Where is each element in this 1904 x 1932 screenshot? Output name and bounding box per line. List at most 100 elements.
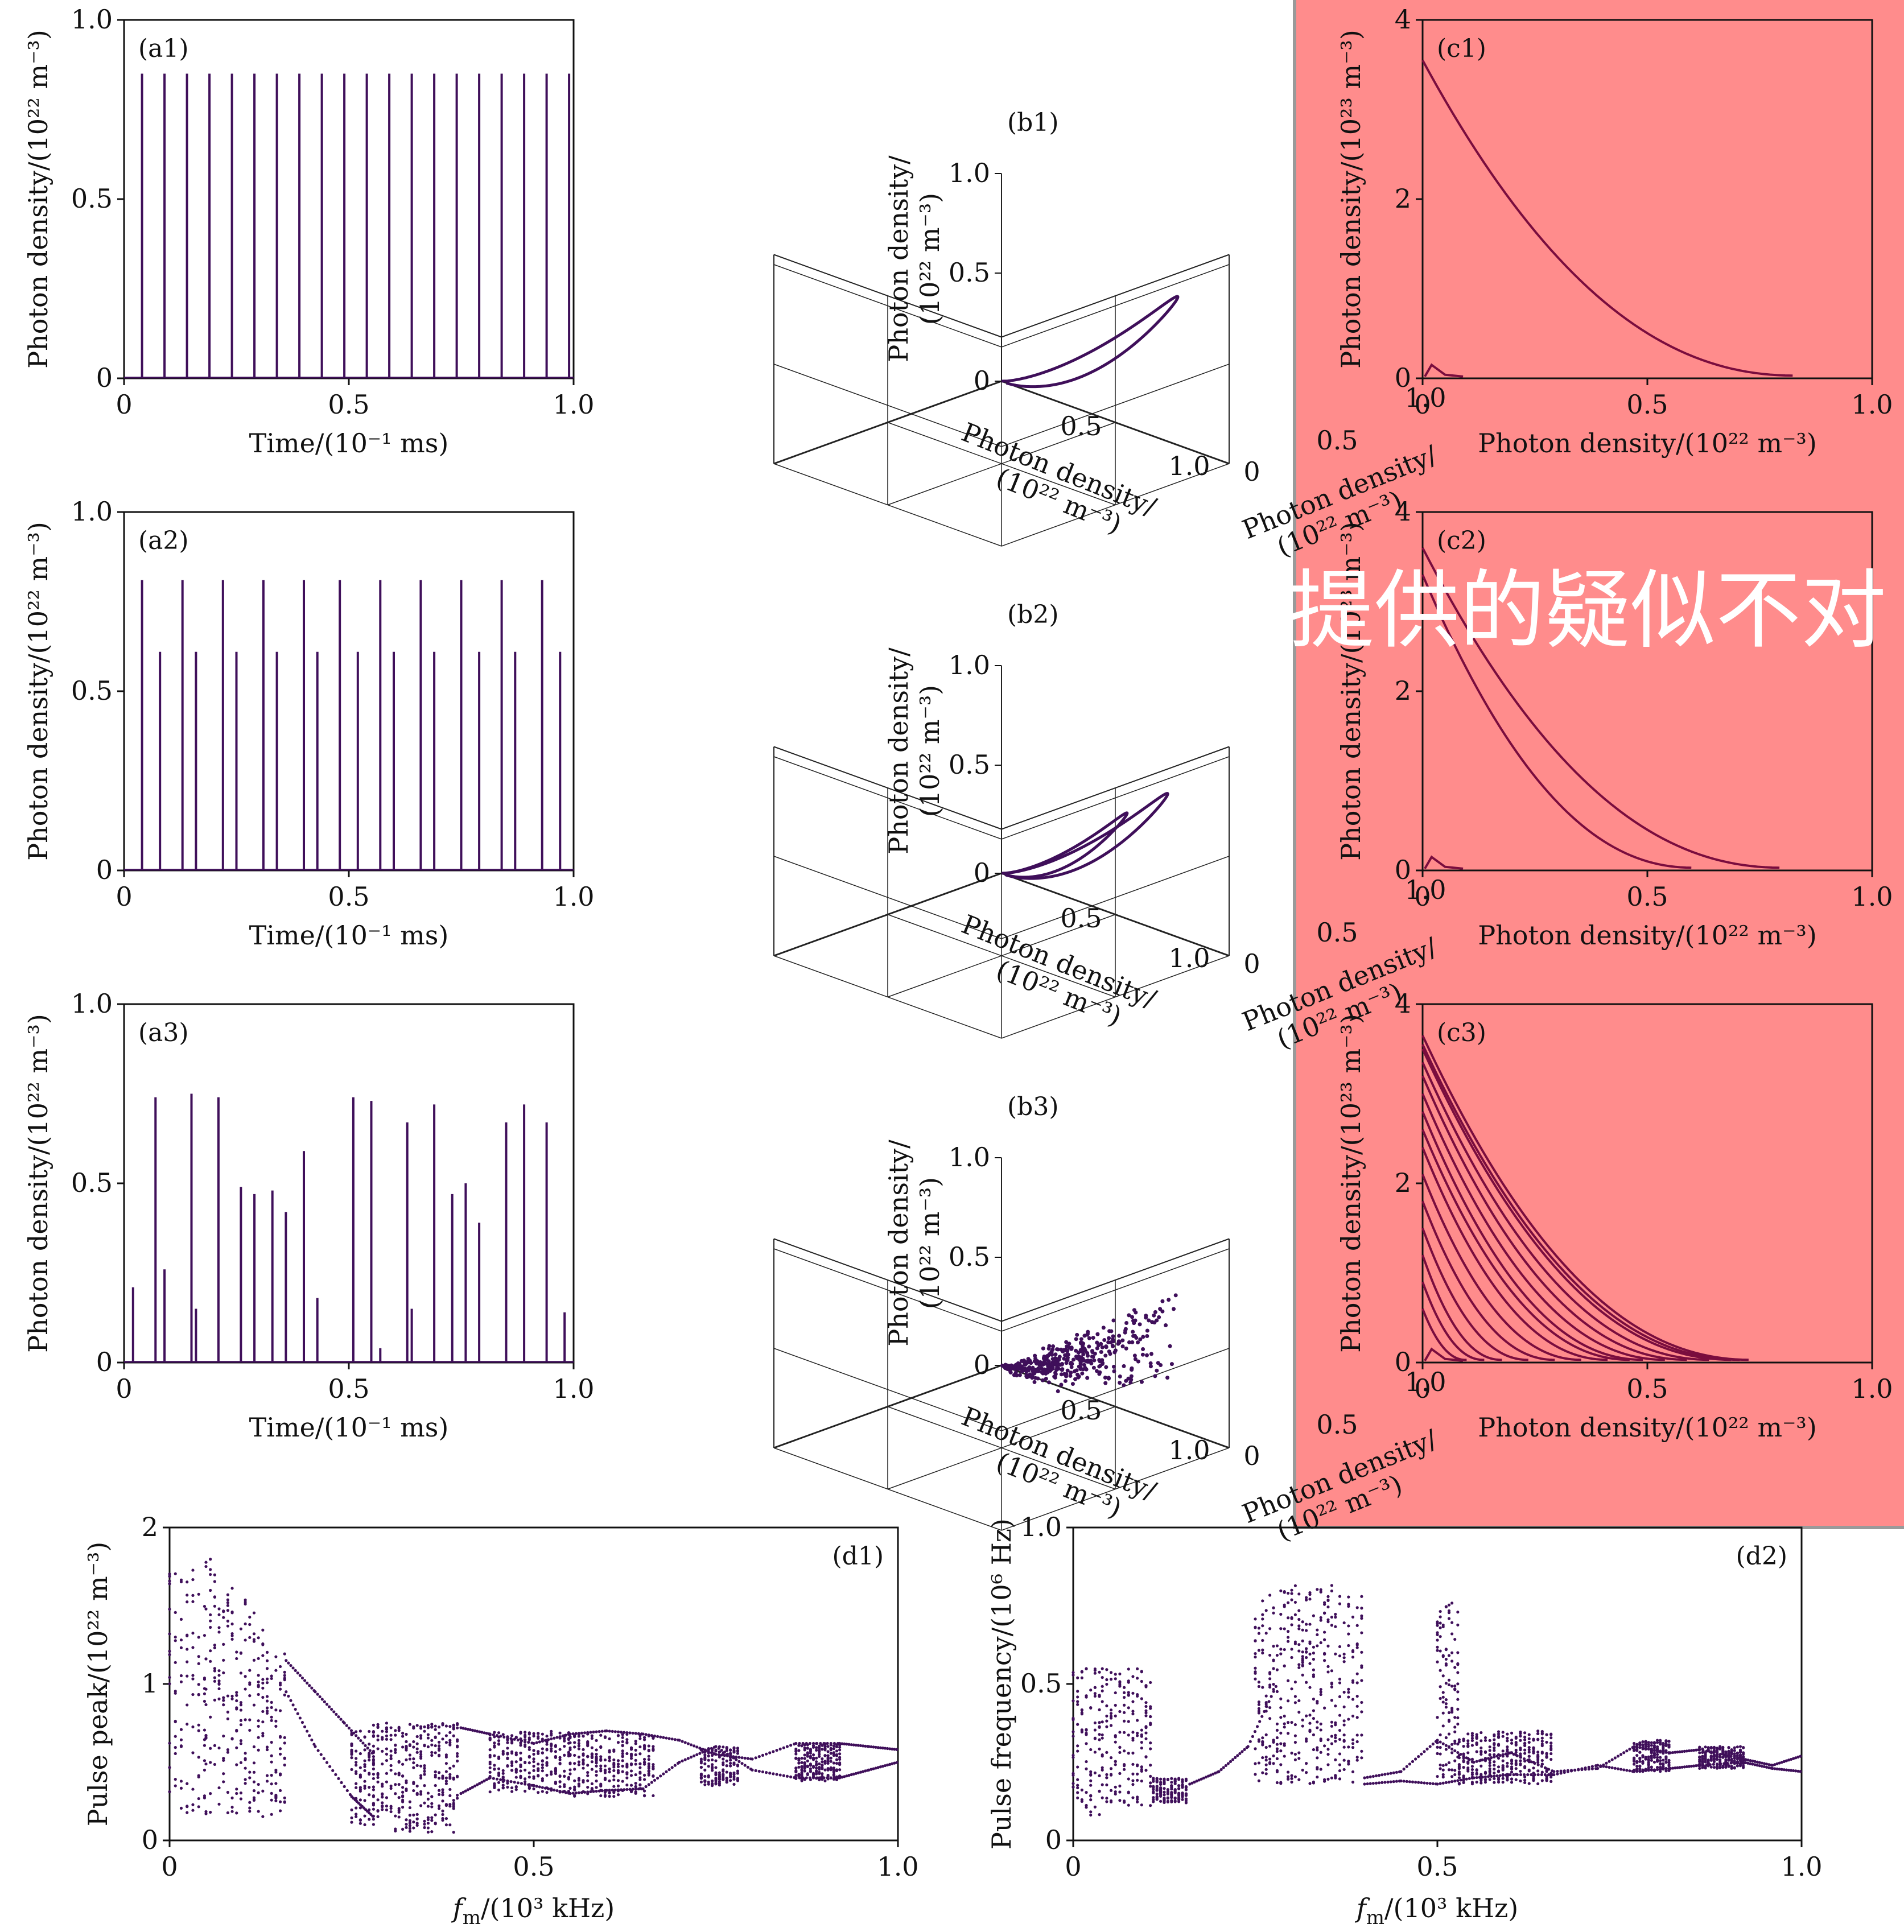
bifurcation-point — [179, 1674, 183, 1678]
bifurcation-point — [1105, 1668, 1108, 1671]
bifurcation-point — [803, 1748, 806, 1752]
bifurcation-point — [729, 1748, 732, 1752]
bifurcation-point — [438, 1771, 441, 1774]
attractor-point — [1098, 1370, 1102, 1374]
bifurcation-point — [248, 1806, 252, 1810]
bifurcation-point — [1334, 1776, 1337, 1780]
bifurcation-point — [204, 1607, 208, 1611]
bifurcation-point — [226, 1751, 229, 1754]
bifurcation-point — [554, 1781, 558, 1785]
bifurcation-point — [1275, 1749, 1279, 1753]
bifurcation-point — [1118, 1772, 1122, 1776]
bifurcation-point — [1085, 1742, 1088, 1745]
bifurcation-point — [191, 1578, 195, 1582]
bifurcation-point — [1279, 1627, 1283, 1630]
bifurcation-point — [1290, 1777, 1293, 1780]
y-tick-label: 0 — [1243, 1440, 1260, 1471]
bifurcation-point — [586, 1790, 590, 1794]
bifurcation-point — [1234, 1756, 1237, 1759]
bifurcation-point — [519, 1757, 522, 1760]
bifurcation-point — [1736, 1745, 1739, 1749]
bifurcation-point — [1408, 1780, 1411, 1784]
bifurcation-point — [1519, 1739, 1522, 1742]
bifurcation-point — [397, 1796, 401, 1799]
bifurcation-point — [252, 1770, 256, 1774]
attractor-point — [1149, 1352, 1153, 1356]
bifurcation-point — [265, 1667, 269, 1670]
y-tick-label: 2 — [1395, 183, 1411, 214]
bifurcation-point — [1085, 1728, 1088, 1731]
bifurcation-point — [248, 1718, 252, 1722]
bifurcation-point — [1268, 1757, 1272, 1761]
bifurcation-point — [1405, 1780, 1408, 1783]
bifurcation-point — [600, 1729, 604, 1733]
attractor-point — [1075, 1332, 1079, 1337]
bifurcation-point — [1530, 1773, 1533, 1777]
bifurcation-point — [1536, 1761, 1540, 1764]
bifurcation-point — [1229, 1760, 1233, 1763]
bifurcation-point — [1177, 1787, 1181, 1790]
attractor-curve — [1001, 811, 1129, 879]
bifurcation-point — [729, 1754, 732, 1758]
bifurcation-point — [372, 1795, 376, 1798]
bifurcation-point — [1633, 1748, 1636, 1752]
bifurcation-point — [239, 1701, 243, 1704]
watermark-text: 提供的疑似不对 — [1289, 562, 1886, 660]
bifurcation-point — [394, 1829, 397, 1833]
bifurcation-point — [412, 1789, 415, 1793]
bifurcation-point — [1638, 1764, 1642, 1768]
bifurcation-point — [524, 1743, 527, 1747]
bifurcation-point — [1127, 1790, 1130, 1794]
attractor-point — [1101, 1361, 1105, 1365]
bifurcation-point — [1140, 1733, 1143, 1737]
bifurcation-point — [876, 1766, 880, 1769]
bifurcation-point — [1450, 1659, 1454, 1663]
bifurcation-point — [592, 1730, 595, 1734]
bifurcation-point — [1659, 1740, 1662, 1744]
bifurcation-point — [558, 1774, 562, 1778]
bifurcation-point — [1638, 1751, 1642, 1754]
bifurcation-point — [1098, 1695, 1101, 1698]
bifurcation-point — [1456, 1671, 1460, 1674]
bifurcation-point — [1261, 1756, 1264, 1760]
bifurcation-point — [537, 1732, 540, 1735]
bifurcation-point — [547, 1787, 550, 1790]
bifurcation-point — [629, 1774, 633, 1777]
bifurcation-point — [519, 1776, 522, 1780]
bifurcation-point — [1536, 1758, 1540, 1762]
bifurcation-point — [586, 1744, 590, 1748]
bifurcation-point — [261, 1695, 265, 1699]
attractor-point — [1130, 1368, 1134, 1372]
bifurcation-point — [381, 1762, 384, 1766]
bifurcation-point — [850, 1743, 853, 1747]
y-axis-label: Pulse peak/(10²² m⁻³) — [83, 1542, 113, 1826]
bifurcation-point — [1140, 1780, 1143, 1783]
bifurcation-point — [248, 1623, 252, 1626]
bifurcation-point — [1261, 1686, 1264, 1689]
bifurcation-point — [283, 1800, 286, 1803]
bifurcation-point — [1319, 1616, 1322, 1620]
bifurcation-point — [1667, 1745, 1671, 1749]
bifurcation-point — [1483, 1778, 1487, 1782]
bifurcation-point — [1475, 1760, 1478, 1763]
bifurcation-point — [217, 1802, 221, 1806]
bifurcation-point — [1287, 1640, 1290, 1643]
bifurcation-point — [1076, 1703, 1079, 1706]
bifurcation-point — [1515, 1773, 1519, 1777]
bifurcation-point — [1334, 1652, 1337, 1656]
bifurcation-point — [497, 1739, 501, 1743]
bifurcation-point — [621, 1733, 624, 1736]
attractor-point — [1059, 1347, 1064, 1352]
bifurcation-point — [1771, 1764, 1774, 1767]
bifurcation-point — [577, 1735, 580, 1738]
bifurcation-point — [1462, 1739, 1465, 1743]
bifurcation-point — [722, 1757, 725, 1761]
bifurcation-point — [372, 1759, 376, 1762]
bifurcation-point — [554, 1750, 558, 1753]
bifurcation-point — [703, 1774, 707, 1778]
bifurcation-point — [1792, 1769, 1795, 1773]
bifurcation-point — [283, 1693, 286, 1696]
bifurcation-point — [1170, 1790, 1173, 1794]
attractor-point — [1164, 1323, 1168, 1328]
bifurcation-point — [209, 1715, 212, 1719]
